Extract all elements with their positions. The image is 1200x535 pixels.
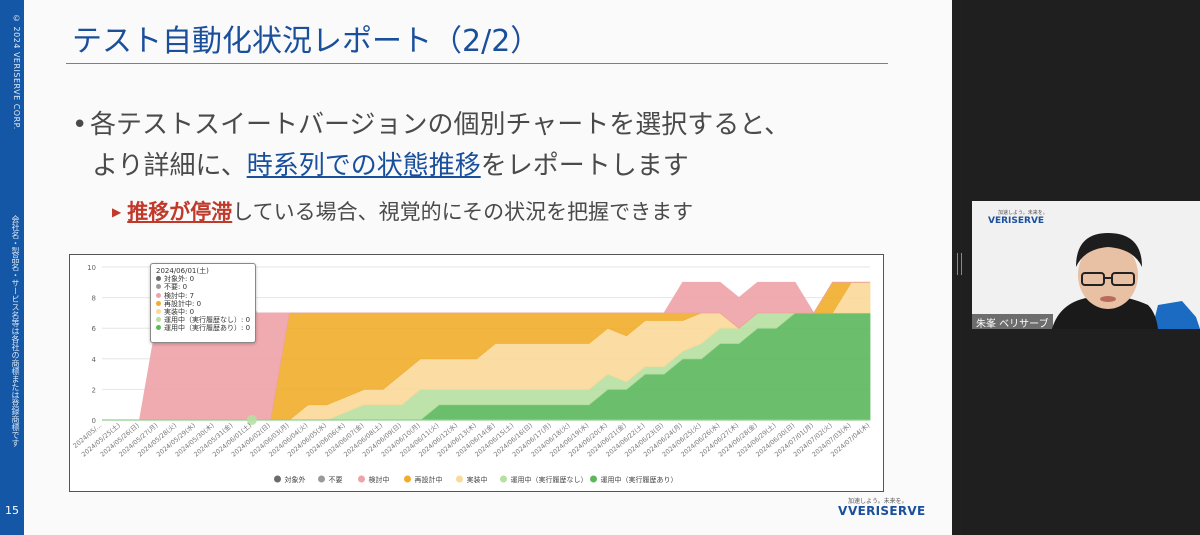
- legend-swatch: [358, 475, 365, 483]
- slide-title: テスト自動化状況レポート（2/2）: [72, 24, 541, 59]
- tooltip-row-label: 検討中: 7: [164, 291, 195, 300]
- tooltip-row: 検討中: 7: [156, 292, 250, 300]
- legend-swatch: [456, 475, 463, 483]
- tooltip-date: 2024/06/01(土): [156, 267, 209, 275]
- page-number: 15: [5, 504, 19, 517]
- status-transition-chart[interactable]: 02468102024/05/...2024/05/25(土)2024/05/2…: [70, 255, 883, 491]
- tooltip-swatch-icon: [156, 325, 161, 331]
- legend-label: 対象外: [285, 475, 306, 484]
- bullet-line-1: • 各テストスイートバージョンの個別チャートを選択すると、: [72, 104, 790, 146]
- series-area-検討中: [102, 281, 870, 421]
- tooltip-row: 実装中: 0: [156, 308, 250, 316]
- tooltip-row-label: 運用中（実行履歴なし）: 0: [164, 316, 251, 325]
- legend-swatch: [274, 475, 281, 483]
- bullet-text-2-pre: より詳細に、: [92, 151, 247, 181]
- bullet-line-2: より詳細に、時系列での状態推移をレポートします: [92, 146, 689, 186]
- legend-label: 再設計中: [415, 475, 443, 484]
- tooltip-swatch-icon: [156, 309, 161, 315]
- trademark-notice: 会社名・製品名・サービス名等は各社の商標または登録商標です: [11, 215, 20, 447]
- camera-logo-text: VERISERVE: [988, 216, 1045, 226]
- camera-tagline: 加速しよう。未来を。: [998, 210, 1048, 216]
- triangle-bullet-icon: ▶: [112, 205, 122, 219]
- y-tick-label: 8: [92, 295, 96, 303]
- tooltip-swatch-icon: [156, 292, 161, 298]
- title-divider: [66, 63, 888, 64]
- tooltip-row-label: 対象外: 0: [164, 275, 195, 284]
- y-tick-label: 6: [92, 325, 97, 333]
- y-tick-label: 4: [92, 356, 97, 364]
- legend-label: 運用中（実行履歴なし）: [511, 475, 588, 484]
- veriserve-mark-icon: V: [838, 504, 848, 518]
- bullet-text-2-post: をレポートします: [480, 151, 689, 181]
- tooltip-row: 再設計中: 0: [156, 300, 250, 308]
- tooltip-row: 運用中（実行履歴あり）: 0: [156, 324, 250, 332]
- drag-handle-icon[interactable]: [957, 253, 962, 275]
- highlight-time-series: 時系列での状態推移: [246, 151, 481, 181]
- legend-label: 実装中: [467, 475, 488, 484]
- sub-bullet: ▶ 推移が停滞している場合、視覚的にその状況を把握できます: [112, 196, 693, 226]
- y-tick-label: 2: [92, 386, 96, 394]
- legend-swatch: [500, 475, 507, 483]
- participant-name: 朱峯 ベリサーブ: [972, 314, 1053, 329]
- legend-swatch: [318, 475, 325, 483]
- tooltip-row-label: 再設計中: 0: [164, 299, 202, 308]
- y-tick-label: 10: [87, 264, 96, 272]
- tooltip-swatch-icon: [156, 300, 161, 306]
- copyright-text: © 2024 VERISERVE CORP.: [12, 14, 21, 130]
- brand-name: VERISERVE: [848, 504, 926, 518]
- chart-container: 0 2 4 6 8 10 2024/05/... 2024/05/25(土) 2024/05/2…: [69, 254, 884, 492]
- tooltip-row: 運用中（実行履歴なし）: 0: [156, 316, 250, 324]
- tooltip-row-label: 不要: 0: [164, 283, 188, 292]
- chart-tooltip: 2024/06/01(土) 対象外: 0 不要: 0 検討中: 7 再設計中: 0 実装…: [150, 263, 256, 343]
- tooltip-row: 不要: 0: [156, 283, 250, 291]
- bullet-dot-icon: •: [72, 110, 88, 140]
- sub-bullet-text: している場合、視覚的にその状況を把握できます: [232, 200, 694, 224]
- highlight-stagnation: 推移が停滞: [127, 200, 233, 224]
- slide: © 2024 VERISERVE CORP. 会社名・製品名・サービス名等は各社…: [0, 0, 952, 535]
- tooltip-row-label: 運用中（実行履歴あり）: 0: [164, 324, 251, 333]
- y-tick-label: 0: [92, 417, 96, 425]
- legend-label: 検討中: [369, 475, 390, 484]
- legend-label: 運用中（実行履歴あり）: [601, 475, 678, 484]
- legend-swatch: [404, 475, 411, 483]
- tooltip-row: 対象外: 0: [156, 275, 250, 283]
- tooltip-row-label: 実装中: 0: [164, 308, 195, 317]
- tooltip-swatch-icon: [156, 284, 161, 290]
- brand-tagline: 加速しよう。未来を。: [848, 498, 908, 505]
- participant-video[interactable]: 加速しよう。未来を。 VERISERVE 朱峯 ベリサーブ: [972, 201, 1200, 329]
- legend-label: 不要: [329, 476, 343, 484]
- hover-marker-bottom: [246, 415, 257, 425]
- legend-swatch: [590, 475, 597, 483]
- participant-figure: [1052, 233, 1200, 329]
- slide-sidebar: © 2024 VERISERVE CORP. 会社名・製品名・サービス名等は各社…: [0, 0, 24, 535]
- tooltip-swatch-icon: [156, 276, 161, 282]
- tooltip-swatch-icon: [156, 317, 161, 323]
- bullet-text-1: 各テストスイートバージョンの個別チャートを選択すると、: [90, 110, 791, 140]
